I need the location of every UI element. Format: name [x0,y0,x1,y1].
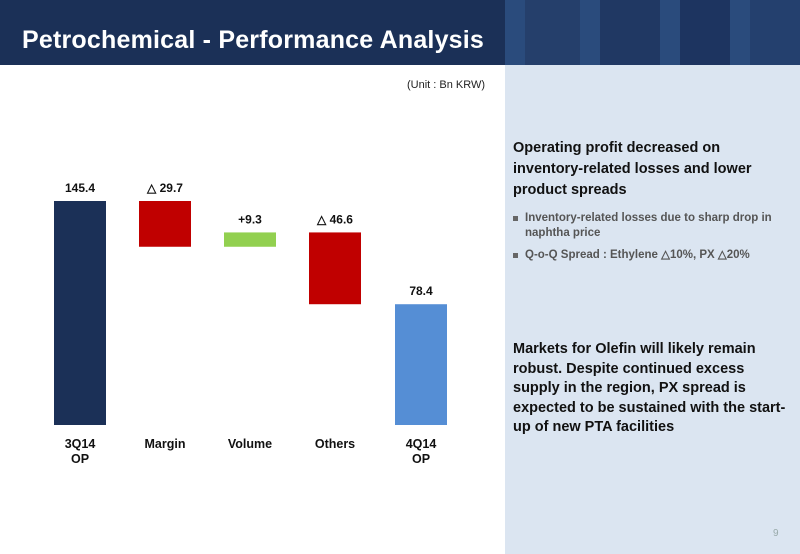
unit-note: (Unit : Bn KRW) [407,79,486,91]
bullet-item: Inventory-related losses due to sharp dr… [513,211,788,241]
deco-tile [680,0,730,65]
header-decoration [505,0,800,65]
data-label: △ 29.7 [146,181,183,195]
bar-decrease [139,201,191,247]
bullet-item: Q-o-Q Spread : Ethylene △10%, PX △20% [513,248,788,263]
header-bar: Petrochemical - Performance Analysis [0,0,505,65]
bar-start-total [54,201,106,425]
category-label: Volume [228,437,272,451]
bullet-text: Q-o-Q Spread : Ethylene △10%, PX △20% [525,249,750,261]
data-label: 145.4 [65,181,95,195]
commentary-heading-1: Operating profit decreased on inventory-… [513,140,752,198]
bar-end-total [395,304,447,425]
commentary-panel [505,65,800,554]
bullet-text: Inventory-related losses due to sharp dr… [525,212,772,239]
data-label: 78.4 [409,284,433,298]
bar-increase [224,232,276,247]
commentary-heading-2: Markets for Olefin will likely remain ro… [513,341,786,435]
category-label: Others [315,437,355,451]
deco-tile [600,0,660,65]
deco-tile [525,0,580,65]
deco-tile [750,0,800,65]
bullet-square-icon [513,216,518,221]
category-label: 4Q14 OP [406,437,437,466]
bar-decrease [309,232,361,305]
category-label: 3Q14 OP [65,437,96,466]
page-number: 9 [773,528,779,539]
bullet-square-icon [513,253,518,258]
data-label: △ 46.6 [316,212,353,226]
commentary-bullets: Inventory-related losses due to sharp dr… [513,211,788,270]
page-title: Petrochemical - Performance Analysis [22,26,485,54]
data-label: +9.3 [238,212,262,226]
waterfall-chart: 145.4 3Q14 OP △ 29.7 Margin +9.3 Volume △ 46.6 O… [54,181,447,466]
category-label: Margin [145,437,186,451]
